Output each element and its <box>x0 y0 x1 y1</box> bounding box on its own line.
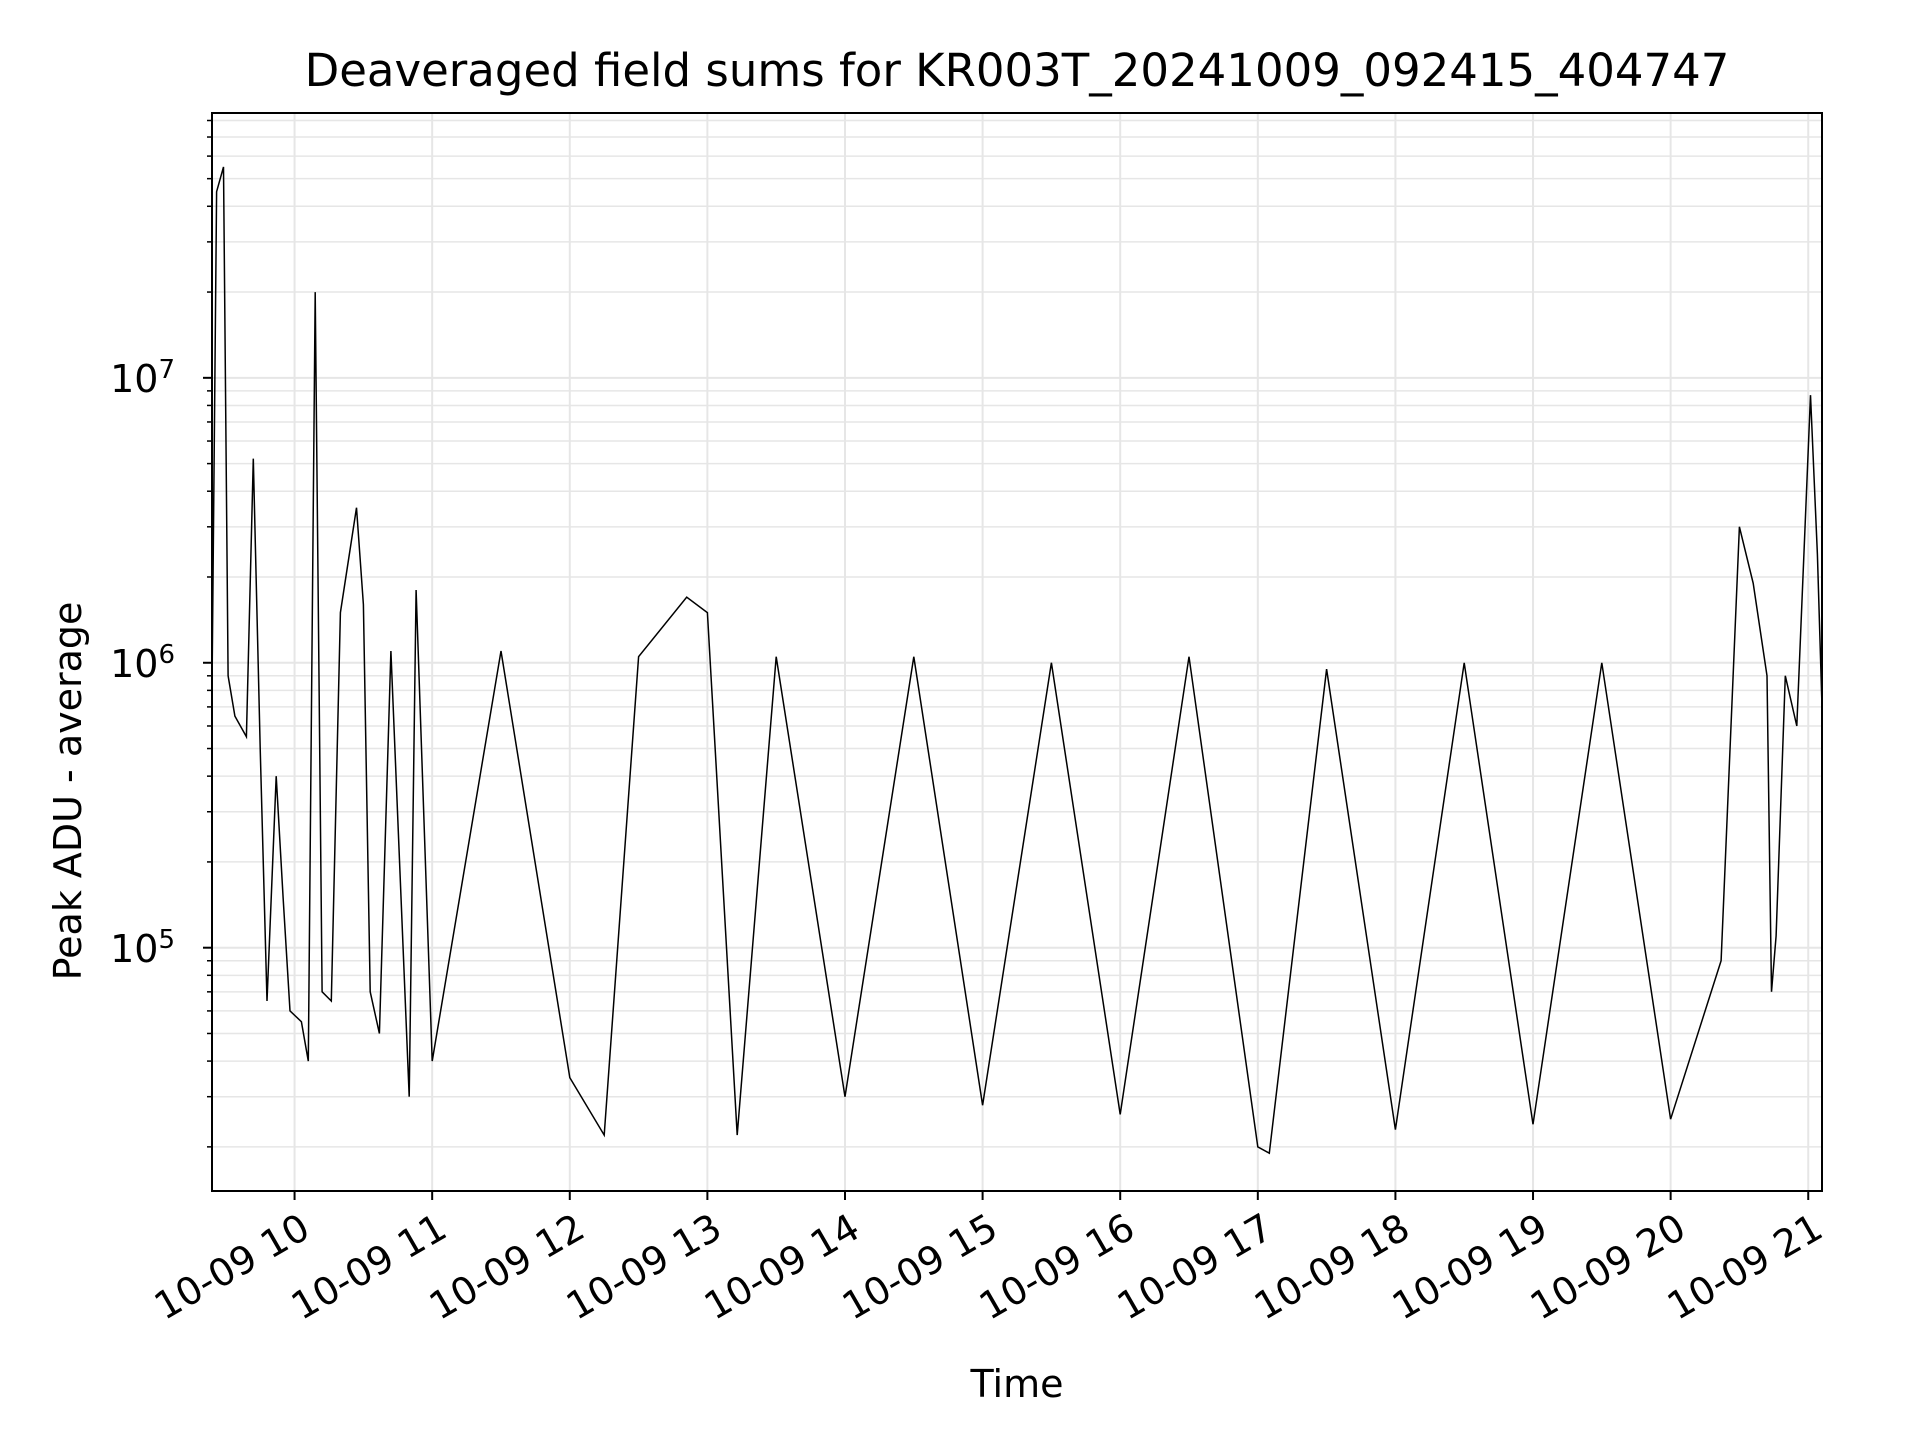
major-grid <box>212 113 1822 1191</box>
series-layer <box>211 166 1823 1155</box>
plot-frame <box>211 112 1823 1192</box>
tick-marks <box>203 119 1810 1200</box>
y-tick-label: 106 <box>110 639 175 686</box>
chart-title: Deaveraged field sums for KR003T_2024100… <box>304 44 1730 97</box>
y-tick-label: 107 <box>110 354 175 401</box>
minor-grid <box>212 119 1822 1148</box>
x-axis-label: Time <box>970 1362 1064 1406</box>
y-axis-label: Peak ADU - average <box>46 601 90 981</box>
y-tick-label: 105 <box>110 924 175 971</box>
series-line <box>211 166 1823 1155</box>
